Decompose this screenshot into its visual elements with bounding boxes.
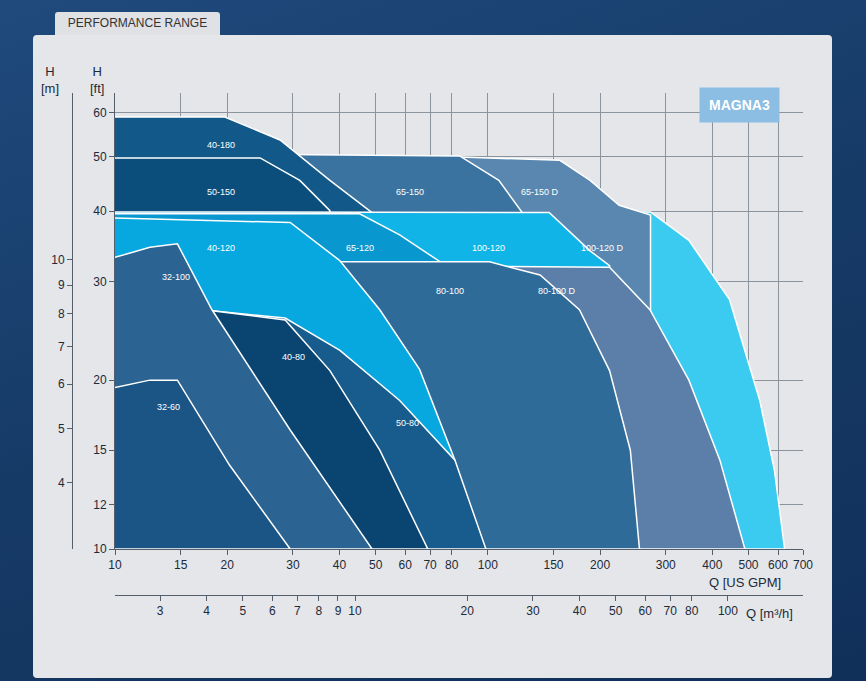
svg-text:100-120 D: 100-120 D bbox=[581, 243, 624, 253]
svg-text:Q [m³/h]: Q [m³/h] bbox=[746, 606, 793, 621]
svg-text:32-100: 32-100 bbox=[162, 272, 190, 282]
svg-text:50: 50 bbox=[93, 150, 107, 164]
svg-text:8: 8 bbox=[316, 604, 323, 618]
svg-text:500: 500 bbox=[738, 558, 758, 572]
svg-text:6: 6 bbox=[269, 604, 276, 618]
svg-text:10: 10 bbox=[93, 542, 107, 556]
svg-text:100: 100 bbox=[718, 604, 738, 618]
svg-text:7: 7 bbox=[58, 340, 65, 354]
svg-text:30: 30 bbox=[526, 604, 540, 618]
svg-text:8: 8 bbox=[58, 307, 65, 321]
svg-text:40: 40 bbox=[573, 604, 587, 618]
svg-text:9: 9 bbox=[335, 604, 342, 618]
svg-text:80: 80 bbox=[685, 604, 699, 618]
svg-text:65-150 D: 65-150 D bbox=[521, 187, 559, 197]
svg-text:40: 40 bbox=[333, 558, 347, 572]
svg-text:H[m]: H[m] bbox=[41, 64, 59, 96]
svg-text:40-80: 40-80 bbox=[282, 352, 305, 362]
svg-text:20: 20 bbox=[461, 604, 475, 618]
svg-text:12: 12 bbox=[93, 498, 107, 512]
svg-text:60: 60 bbox=[93, 106, 107, 120]
svg-text:50: 50 bbox=[369, 558, 383, 572]
svg-text:5: 5 bbox=[239, 604, 246, 618]
svg-text:4: 4 bbox=[58, 476, 65, 490]
svg-text:50: 50 bbox=[609, 604, 623, 618]
svg-text:300: 300 bbox=[656, 558, 676, 572]
svg-text:70: 70 bbox=[663, 604, 677, 618]
svg-text:100-120: 100-120 bbox=[472, 243, 505, 253]
svg-text:80-100: 80-100 bbox=[436, 286, 464, 296]
svg-text:600: 600 bbox=[768, 558, 788, 572]
svg-text:3: 3 bbox=[157, 604, 164, 618]
svg-text:10: 10 bbox=[51, 253, 65, 267]
svg-text:80: 80 bbox=[445, 558, 459, 572]
svg-text:400: 400 bbox=[702, 558, 722, 572]
svg-text:80-100 D: 80-100 D bbox=[538, 286, 576, 296]
svg-text:40-180: 40-180 bbox=[207, 140, 235, 150]
svg-text:200: 200 bbox=[590, 558, 610, 572]
svg-text:50-150: 50-150 bbox=[207, 187, 235, 197]
svg-text:60: 60 bbox=[398, 558, 412, 572]
svg-text:70: 70 bbox=[423, 558, 437, 572]
svg-text:6: 6 bbox=[58, 377, 65, 391]
svg-text:Q [US GPM]: Q [US GPM] bbox=[709, 575, 781, 590]
svg-text:H[ft]: H[ft] bbox=[90, 64, 104, 96]
svg-text:150: 150 bbox=[544, 558, 564, 572]
svg-text:50-80: 50-80 bbox=[396, 418, 419, 428]
svg-text:100: 100 bbox=[478, 558, 498, 572]
svg-text:32-60: 32-60 bbox=[157, 402, 180, 412]
svg-text:20: 20 bbox=[221, 558, 235, 572]
svg-text:10: 10 bbox=[108, 558, 122, 572]
svg-text:10: 10 bbox=[348, 604, 362, 618]
svg-text:40-120: 40-120 bbox=[207, 243, 235, 253]
svg-text:9: 9 bbox=[58, 278, 65, 292]
svg-text:7: 7 bbox=[294, 604, 301, 618]
svg-text:MAGNA3: MAGNA3 bbox=[709, 97, 770, 113]
svg-text:15: 15 bbox=[93, 443, 107, 457]
svg-text:65-150: 65-150 bbox=[396, 187, 424, 197]
svg-text:15: 15 bbox=[174, 558, 188, 572]
svg-text:30: 30 bbox=[286, 558, 300, 572]
svg-text:40: 40 bbox=[93, 204, 107, 218]
svg-text:30: 30 bbox=[93, 275, 107, 289]
svg-text:4: 4 bbox=[203, 604, 210, 618]
svg-text:65-120: 65-120 bbox=[346, 243, 374, 253]
svg-text:700: 700 bbox=[793, 558, 813, 572]
svg-text:5: 5 bbox=[58, 422, 65, 436]
svg-text:60: 60 bbox=[639, 604, 653, 618]
svg-text:20: 20 bbox=[93, 373, 107, 387]
html-text:PERFORMANCE RANGE: PERFORMANCE RANGE bbox=[67, 16, 208, 30]
